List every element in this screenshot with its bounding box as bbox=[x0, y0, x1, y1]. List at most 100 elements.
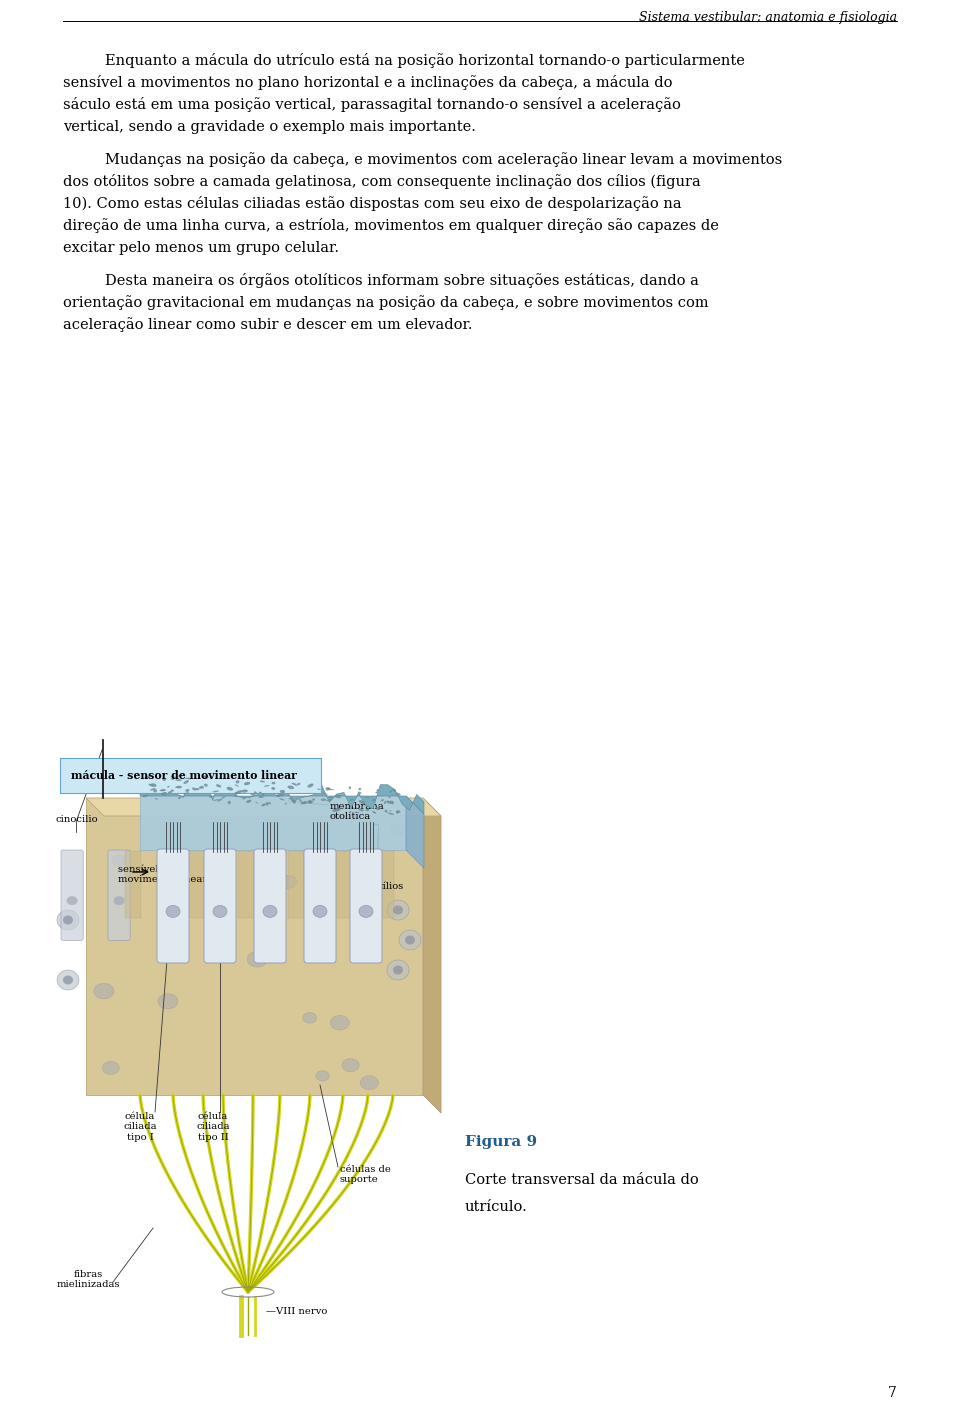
Ellipse shape bbox=[279, 876, 297, 889]
Ellipse shape bbox=[168, 791, 172, 794]
Ellipse shape bbox=[94, 983, 114, 999]
Ellipse shape bbox=[176, 780, 181, 781]
Ellipse shape bbox=[161, 790, 165, 791]
Text: sensível ao
movimento linear: sensível ao movimento linear bbox=[118, 865, 207, 884]
Ellipse shape bbox=[300, 799, 301, 802]
Ellipse shape bbox=[348, 787, 351, 790]
Text: célula
ciliada
tipo I: célula ciliada tipo I bbox=[123, 1112, 156, 1142]
Ellipse shape bbox=[388, 812, 395, 815]
Text: membrana
otolítica: membrana otolítica bbox=[330, 802, 385, 821]
Ellipse shape bbox=[387, 801, 392, 804]
Ellipse shape bbox=[393, 790, 396, 792]
Text: fibras
mielinizadas: fibras mielinizadas bbox=[57, 1271, 120, 1289]
Ellipse shape bbox=[349, 798, 353, 801]
Ellipse shape bbox=[185, 790, 189, 792]
Ellipse shape bbox=[322, 792, 328, 795]
Ellipse shape bbox=[253, 791, 257, 794]
Ellipse shape bbox=[308, 801, 312, 804]
FancyBboxPatch shape bbox=[254, 849, 286, 964]
Ellipse shape bbox=[258, 792, 262, 794]
Ellipse shape bbox=[171, 777, 177, 778]
Ellipse shape bbox=[204, 784, 207, 787]
Ellipse shape bbox=[375, 807, 380, 811]
Text: excitar pelo menos um grupo celular.: excitar pelo menos um grupo celular. bbox=[63, 241, 339, 255]
Ellipse shape bbox=[162, 778, 166, 781]
Ellipse shape bbox=[300, 801, 306, 804]
Ellipse shape bbox=[155, 798, 158, 799]
Ellipse shape bbox=[149, 784, 154, 787]
Ellipse shape bbox=[321, 798, 326, 801]
Ellipse shape bbox=[372, 798, 374, 801]
FancyBboxPatch shape bbox=[238, 850, 254, 918]
Ellipse shape bbox=[213, 906, 227, 917]
Ellipse shape bbox=[272, 787, 276, 790]
Ellipse shape bbox=[185, 778, 192, 780]
Ellipse shape bbox=[251, 794, 255, 795]
Text: vertical, sendo a gravidade o exemplo mais importante.: vertical, sendo a gravidade o exemplo ma… bbox=[63, 120, 476, 133]
Text: Desta maneira os órgãos otolíticos informam sobre situações estáticas, dando a: Desta maneira os órgãos otolíticos infor… bbox=[105, 273, 699, 287]
Ellipse shape bbox=[66, 896, 78, 906]
Ellipse shape bbox=[151, 784, 156, 787]
Ellipse shape bbox=[258, 797, 264, 798]
Ellipse shape bbox=[307, 784, 314, 788]
Ellipse shape bbox=[292, 799, 296, 802]
Ellipse shape bbox=[327, 788, 330, 790]
Text: orientação gravitacional em mudanças na posição da cabeça, e sobre movimentos co: orientação gravitacional em mudanças na … bbox=[63, 294, 708, 310]
Ellipse shape bbox=[276, 794, 281, 797]
Ellipse shape bbox=[393, 906, 403, 914]
Ellipse shape bbox=[279, 798, 285, 801]
Ellipse shape bbox=[178, 797, 181, 799]
Ellipse shape bbox=[359, 906, 373, 917]
Text: Enquanto a mácula do utrículo está na posição horizontal tornando-o particularme: Enquanto a mácula do utrículo está na po… bbox=[105, 52, 745, 68]
Ellipse shape bbox=[212, 791, 219, 792]
Ellipse shape bbox=[182, 797, 184, 798]
Ellipse shape bbox=[246, 799, 252, 804]
Ellipse shape bbox=[325, 787, 329, 791]
Text: células de
suporte: células de suporte bbox=[340, 1165, 391, 1184]
Ellipse shape bbox=[216, 784, 221, 787]
Ellipse shape bbox=[335, 795, 341, 798]
FancyBboxPatch shape bbox=[304, 849, 336, 964]
Ellipse shape bbox=[196, 788, 200, 790]
Ellipse shape bbox=[228, 801, 230, 804]
Ellipse shape bbox=[167, 785, 170, 788]
Ellipse shape bbox=[166, 906, 180, 917]
Ellipse shape bbox=[217, 798, 223, 802]
Text: Sistema vestibular: anatomia e fisiologia: Sistema vestibular: anatomia e fisiologi… bbox=[638, 11, 897, 24]
FancyBboxPatch shape bbox=[335, 850, 351, 918]
Ellipse shape bbox=[236, 780, 239, 784]
Ellipse shape bbox=[360, 1075, 378, 1090]
Text: sáculo está em uma posição vertical, parassagital tornando-o sensível a aceleraç: sáculo está em uma posição vertical, par… bbox=[63, 98, 681, 112]
Ellipse shape bbox=[63, 975, 73, 985]
Ellipse shape bbox=[390, 825, 405, 836]
Ellipse shape bbox=[405, 935, 415, 944]
Text: célula
ciliada
tipo II: célula ciliada tipo II bbox=[196, 1112, 229, 1142]
Ellipse shape bbox=[399, 930, 421, 949]
Ellipse shape bbox=[387, 900, 409, 920]
Polygon shape bbox=[406, 797, 424, 867]
Ellipse shape bbox=[376, 790, 379, 792]
Text: sensível a movimentos no plano horizontal e a inclinações da cabeça, a mácula do: sensível a movimentos no plano horizonta… bbox=[63, 75, 673, 91]
Ellipse shape bbox=[161, 792, 167, 795]
Text: Corte transversal da mácula do
utrículo.: Corte transversal da mácula do utrículo. bbox=[465, 1173, 699, 1214]
Ellipse shape bbox=[281, 794, 284, 795]
Ellipse shape bbox=[199, 787, 202, 788]
FancyBboxPatch shape bbox=[157, 849, 189, 964]
Ellipse shape bbox=[287, 785, 294, 790]
Ellipse shape bbox=[182, 792, 189, 794]
Ellipse shape bbox=[222, 797, 226, 798]
Ellipse shape bbox=[158, 993, 178, 1009]
Ellipse shape bbox=[255, 802, 258, 804]
Polygon shape bbox=[140, 797, 406, 850]
Text: 10). Como estas células ciliadas estão dispostas com seu eixo de despolarização : 10). Como estas células ciliadas estão d… bbox=[63, 197, 682, 211]
Ellipse shape bbox=[234, 784, 239, 787]
Ellipse shape bbox=[330, 1016, 349, 1030]
Text: cinocilio: cinocilio bbox=[56, 815, 99, 824]
Ellipse shape bbox=[202, 775, 208, 778]
Ellipse shape bbox=[317, 788, 321, 790]
Polygon shape bbox=[423, 798, 441, 1114]
Polygon shape bbox=[86, 798, 441, 816]
Ellipse shape bbox=[361, 809, 364, 811]
Ellipse shape bbox=[57, 971, 79, 990]
Ellipse shape bbox=[302, 1013, 317, 1023]
